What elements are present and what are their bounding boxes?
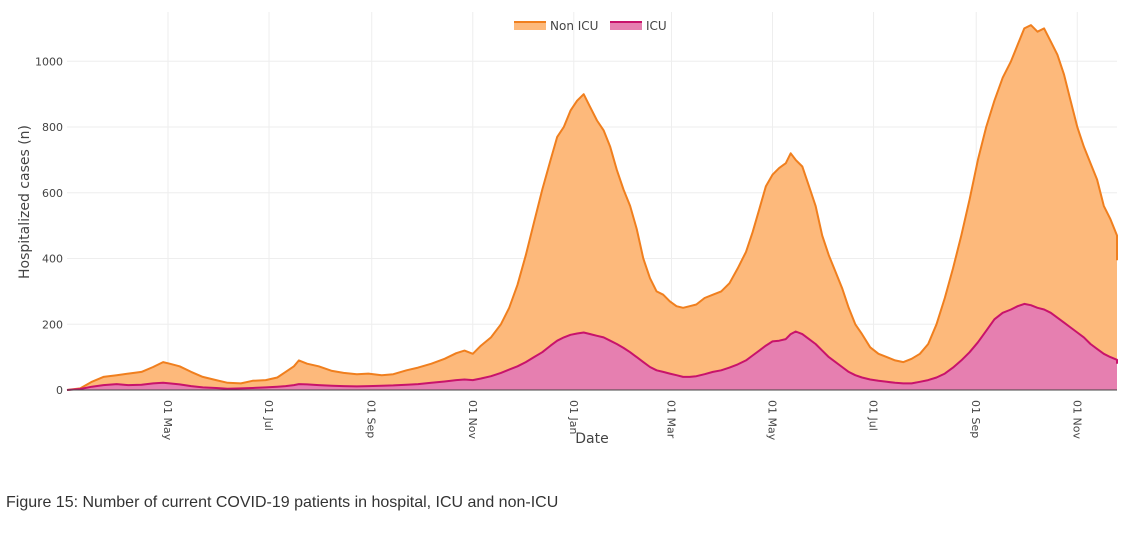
y-tick-label: 400	[42, 253, 63, 266]
area-fill-non-icu	[67, 25, 1117, 390]
y-tick-label: 800	[42, 121, 63, 134]
area-series	[66, 24, 1118, 391]
x-tick-label: 01 Jan	[567, 400, 580, 434]
y-tick-label: 600	[42, 187, 63, 200]
legend-label-icu: ICU	[646, 19, 667, 33]
area-line-icu	[66, 302, 1118, 391]
x-tick-label: 01 Sep	[969, 400, 982, 438]
hospitalization-area-chart: 0 200 400 600 800 1000 01 May 01 Jul 01 Sep 01 N…	[17, 12, 1118, 447]
legend-item-icu[interactable]: ICU	[610, 19, 667, 33]
area-fill-icu	[67, 303, 1117, 390]
figure-caption: Figure 15: Number of current COVID-19 pa…	[6, 494, 559, 511]
x-tick-label: 01 Jul	[867, 400, 880, 431]
x-axis-title: Date	[575, 431, 608, 447]
x-tick-label: 01 May	[766, 400, 779, 441]
x-axis: 01 May 01 Jul 01 Sep 01 Nov 01 Jan 01 Mar 01 M…	[161, 400, 1083, 441]
legend-swatch-icu	[610, 22, 642, 30]
legend-label-non-icu: Non ICU	[550, 19, 598, 33]
x-tick-label: 01 Sep	[365, 400, 378, 438]
y-tick-label: 200	[42, 318, 63, 331]
y-axis-title: Hospitalized cases (n)	[17, 125, 33, 279]
x-tick-label: 01 Jul	[262, 400, 275, 431]
y-axis: 0 200 400 600 800 1000	[35, 55, 63, 397]
legend[interactable]: Non ICU ICU	[514, 19, 667, 33]
legend-swatch-non-icu	[514, 22, 546, 30]
x-tick-label: 01 Nov	[1070, 400, 1083, 439]
x-tick-label: 01 Nov	[466, 400, 479, 439]
legend-item-non-icu[interactable]: Non ICU	[514, 19, 598, 33]
y-tick-label: 0	[56, 384, 63, 397]
y-tick-label: 1000	[35, 55, 63, 68]
area-line-non-icu	[66, 24, 1118, 391]
x-tick-label: 01 May	[161, 400, 174, 441]
x-tick-label: 01 Mar	[664, 400, 677, 439]
